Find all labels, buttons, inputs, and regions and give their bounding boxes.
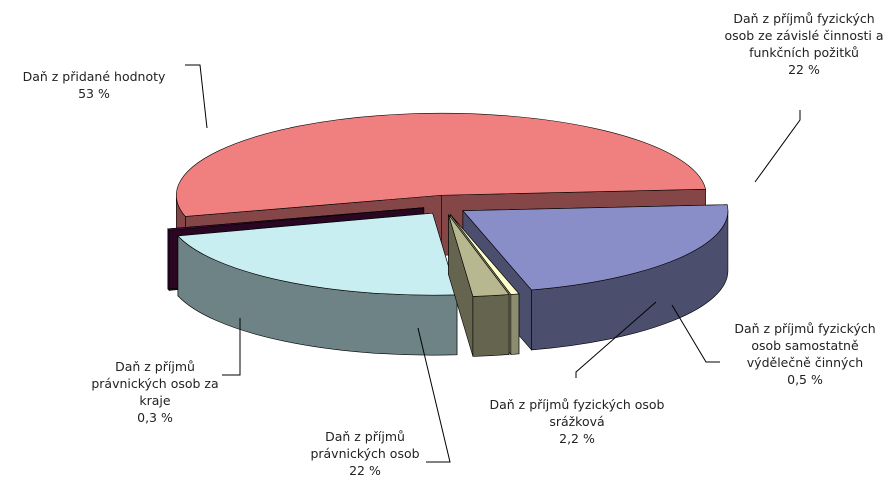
leader-line [754, 110, 801, 183]
slice-side [510, 293, 520, 355]
slice-side [167, 228, 170, 292]
slice [462, 204, 729, 351]
slice [177, 212, 458, 356]
label-name: Daň z příjmů fyzických osob srážková [489, 397, 665, 429]
leader-line [185, 64, 208, 129]
leader-line [671, 304, 720, 363]
slice-top [177, 212, 458, 296]
label-value: 0,5 % [787, 372, 823, 387]
label-name: Daň z příjmů právnických osob [310, 429, 420, 461]
label-name: Daň z příjmů fyzických osob ze závislé č… [724, 11, 884, 60]
slice-top [450, 214, 520, 295]
label: Daň z přidané hodnoty 53 % [4, 68, 184, 102]
slice-side [472, 294, 510, 357]
label: Daň z příjmů fyzických osob srážková 2,2 … [482, 396, 672, 447]
label-name: Daň z příjmů fyzických osob samostatně v… [734, 321, 876, 370]
label-name: Daň z přidané hodnoty [22, 69, 166, 84]
label-value: 22 % [788, 62, 820, 77]
label-name: Daň z příjmů právnických osob za kraje [91, 359, 219, 408]
slice-top [462, 204, 729, 291]
label: Daň z příjmů fyzických osob ze závislé č… [718, 10, 890, 78]
label: Daň z příjmů právnických osob 22 % [295, 428, 435, 479]
leader-line [417, 327, 451, 463]
slices [167, 112, 729, 357]
label-value: 22 % [349, 463, 381, 478]
leader-line [575, 301, 657, 378]
slice-top [176, 112, 706, 217]
slice-top [448, 214, 510, 297]
label: Daň z příjmů právnických osob za kraje 0,… [80, 358, 230, 426]
label: Daň z příjmů fyzických osob samostatně v… [720, 320, 890, 388]
leader-line [222, 318, 241, 376]
label-value: 53 % [78, 86, 110, 101]
slice [448, 213, 510, 357]
slice-top [167, 207, 424, 231]
label-value: 0,3 % [137, 410, 173, 425]
label-value: 2,2 % [559, 431, 595, 446]
